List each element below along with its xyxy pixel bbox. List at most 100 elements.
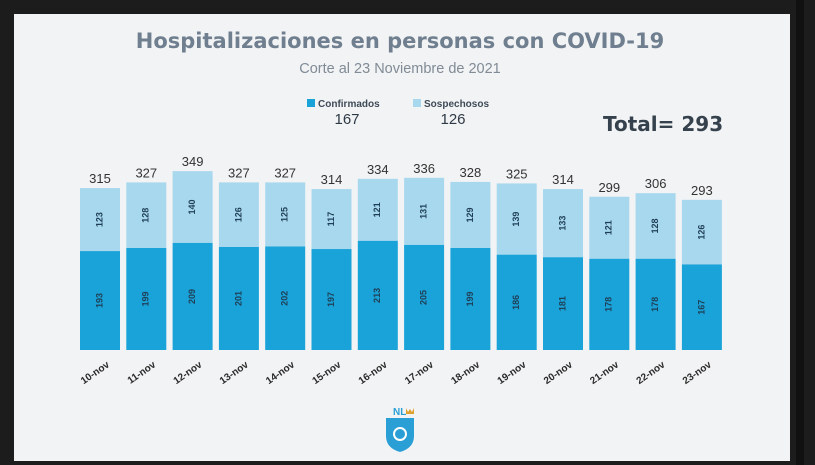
total-label-13-nov: 327 [228, 165, 250, 180]
x-tick-23-nov: 23-nov [681, 359, 714, 387]
data-label-confirmados-13-nov: 201 [233, 291, 243, 306]
legend-value-confirmados: 167 [334, 111, 359, 128]
bar-sospechosos-11-nov [126, 182, 167, 249]
data-label-confirmados-20-nov: 181 [557, 296, 567, 311]
x-tick-19-nov: 19-nov [496, 359, 529, 387]
bar-confirmados-16-nov [357, 240, 398, 350]
nl-logo-text: NL [393, 407, 406, 418]
total-label-14-nov: 327 [274, 165, 296, 180]
total-label-23-nov: 293 [691, 183, 713, 198]
bar-sospechosos-20-nov [543, 189, 583, 258]
bars-group: 123 193 315 10-nov 128 199 327 11-nov 140 209 349 1… [79, 154, 722, 387]
data-label-confirmados-23-nov: 167 [696, 300, 706, 315]
x-tick-10-nov: 10-nov [79, 359, 112, 387]
x-tick-16-nov: 16-nov [357, 359, 390, 387]
data-label-sospechosos-14-nov: 125 [280, 207, 290, 222]
bar-sospechosos-10-nov [80, 188, 120, 252]
bar-sospechosos-19-nov [496, 183, 537, 255]
data-label-sospechosos-20-nov: 133 [557, 216, 567, 231]
data-label-sospechosos-11-nov: 128 [141, 208, 151, 223]
crown-icon [406, 408, 414, 414]
bar-confirmados-10-nov [80, 251, 120, 350]
x-tick-18-nov: 18-nov [449, 359, 482, 387]
x-tick-15-nov: 15-nov [311, 359, 344, 387]
total-label-10-nov: 315 [89, 171, 111, 186]
bar-confirmados-22-nov [635, 258, 676, 350]
data-label-confirmados-14-nov: 202 [280, 291, 290, 306]
data-label-sospechosos-23-nov: 126 [696, 225, 706, 240]
bar-confirmados-20-nov [543, 257, 583, 350]
x-tick-17-nov: 17-nov [403, 359, 436, 387]
bar-sospechosos-18-nov [450, 181, 491, 249]
bar-confirmados-15-nov [311, 249, 352, 350]
bar-confirmados-23-nov [681, 264, 722, 350]
x-tick-11-nov: 11-nov [126, 359, 159, 386]
bar-sospechosos-12-nov [172, 171, 213, 243]
total-label-18-nov: 328 [460, 165, 482, 180]
total-label-21-nov: 299 [598, 180, 620, 195]
legend-value-sospechosos: 126 [440, 111, 465, 128]
data-label-sospechosos-16-nov: 121 [372, 202, 382, 217]
data-label-sospechosos-12-nov: 140 [187, 199, 197, 214]
nl-logo: NL [386, 407, 414, 452]
bar-sospechosos-21-nov [589, 196, 630, 259]
bar-sospechosos-14-nov [265, 182, 306, 247]
total-label-11-nov: 327 [135, 165, 157, 180]
bar-confirmados-18-nov [450, 248, 491, 350]
legend-label-confirmados: Confirmados [318, 99, 380, 110]
bar-confirmados-13-nov [218, 246, 259, 350]
data-label-sospechosos-10-nov: 123 [94, 212, 104, 227]
total-label-19-nov: 325 [506, 166, 528, 181]
total-label-15-nov: 314 [321, 172, 343, 187]
data-label-confirmados-19-nov: 186 [511, 295, 521, 310]
legend-swatch-confirmados [307, 99, 315, 107]
legend-label-sospechosos: Sospechosos [424, 99, 489, 110]
data-label-confirmados-10-nov: 193 [94, 293, 104, 308]
data-label-confirmados-17-nov: 205 [418, 290, 428, 305]
data-label-sospechosos-21-nov: 121 [604, 220, 614, 235]
total-label-16-nov: 334 [367, 162, 389, 177]
window-edge [796, 0, 804, 465]
bar-sospechosos-13-nov [218, 182, 259, 247]
chart-title: Hospitalizaciones en personas con COVID-… [136, 29, 664, 53]
bar-sospechosos-15-nov [311, 189, 352, 250]
bar-confirmados-17-nov [404, 244, 445, 350]
legend-swatch-sospechosos [413, 99, 421, 107]
data-label-confirmados-16-nov: 213 [372, 288, 382, 303]
total-label-20-nov: 314 [552, 172, 574, 187]
data-label-sospechosos-22-nov: 128 [650, 218, 660, 233]
x-tick-12-nov: 12-nov [172, 359, 205, 387]
legend: Confirmados 167 Sospechosos 126 [307, 99, 489, 128]
nuevo-leon-shield-icon [386, 418, 414, 452]
x-tick-14-nov: 14-nov [264, 359, 297, 387]
bar-confirmados-19-nov [496, 254, 537, 350]
bar-sospechosos-16-nov [357, 178, 398, 241]
data-label-sospechosos-17-nov: 131 [418, 204, 428, 219]
total-label-22-nov: 306 [645, 176, 667, 191]
bar-sospechosos-22-nov [635, 193, 676, 259]
data-label-confirmados-18-nov: 199 [465, 291, 475, 306]
data-label-sospechosos-13-nov: 126 [233, 207, 243, 222]
data-label-confirmados-15-nov: 197 [326, 292, 336, 307]
bar-sospechosos-23-nov [681, 199, 722, 265]
data-label-confirmados-22-nov: 178 [650, 297, 660, 312]
data-label-sospechosos-18-nov: 129 [465, 207, 475, 222]
chart-subtitle: Corte al 23 Noviembre de 2021 [299, 61, 501, 77]
bar-confirmados-14-nov [265, 246, 306, 350]
bar-confirmados-21-nov [589, 258, 630, 350]
data-label-sospechosos-15-nov: 117 [326, 212, 336, 227]
bar-confirmados-12-nov [172, 242, 213, 350]
data-label-confirmados-21-nov: 178 [604, 297, 614, 312]
data-label-confirmados-12-nov: 209 [187, 289, 197, 304]
total-label-17-nov: 336 [413, 161, 435, 176]
x-tick-13-nov: 13-nov [218, 359, 251, 387]
total-label-12-nov: 349 [182, 154, 204, 169]
bar-confirmados-11-nov [126, 248, 167, 350]
x-tick-20-nov: 20-nov [542, 359, 575, 387]
data-label-confirmados-11-nov: 199 [141, 291, 151, 306]
total-label: Total= 293 [603, 112, 723, 136]
x-tick-22-nov: 22-nov [635, 359, 668, 387]
shield-emblem-icon [393, 427, 407, 441]
